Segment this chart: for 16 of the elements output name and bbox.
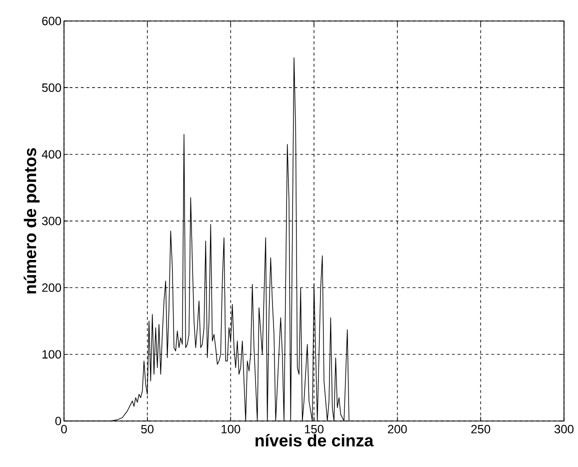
y-tick-label: 0	[55, 416, 62, 426]
x-tick-label: 50	[141, 424, 154, 434]
y-tick-label: 100	[42, 350, 62, 359]
y-tick-label: 600	[42, 16, 62, 26]
x-tick-label: 200	[388, 424, 407, 434]
x-tick-label: 150	[304, 424, 324, 434]
y-tick-label: 300	[42, 216, 62, 226]
x-tick-label: 0	[61, 424, 67, 434]
y-tick-label: 400	[42, 150, 62, 159]
x-tick-label: 250	[471, 424, 490, 434]
x-axis-title: níveis de cinza	[256, 434, 374, 446]
x-tick-label: 100	[222, 424, 240, 434]
y-tick-label: 500	[42, 83, 62, 92]
y-tick-label: 200	[42, 283, 62, 292]
x-tick-label: 300	[554, 424, 574, 434]
y-axis-title: número de pontos	[24, 148, 40, 294]
